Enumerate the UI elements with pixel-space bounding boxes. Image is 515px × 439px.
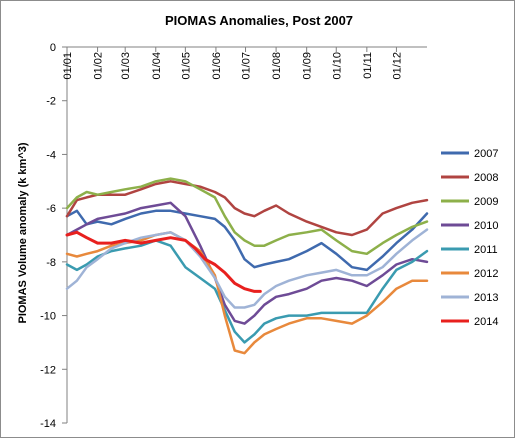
series-line-2009 <box>65 177 429 256</box>
series-line-2013 <box>65 228 429 309</box>
legend-label-2007: 2007 <box>474 148 498 160</box>
plot-lines <box>65 177 429 355</box>
chart-title: PIOMAS Anomalies, Post 2007 <box>165 13 353 28</box>
legend-label-2014: 2014 <box>474 316 498 328</box>
x-tick-label: 01/02 <box>93 52 105 80</box>
legend-label-2012: 2012 <box>474 268 498 280</box>
axes: 0 -2 -4 -6 -8 -10 -12 -14 01/01 01/02 01/03 01/04 01… <box>40 42 427 430</box>
series-line-2012 <box>65 231 429 355</box>
y-tick-label: -12 <box>40 364 56 376</box>
y-tick-label: 0 <box>50 42 56 54</box>
y-tick-label: -14 <box>40 418 56 430</box>
legend-label-2013: 2013 <box>474 292 498 304</box>
x-tick-label: 01/01 <box>62 52 74 80</box>
series-line-2014 <box>65 230 262 293</box>
y-tick-label: -10 <box>40 311 56 323</box>
legend-label-2008: 2008 <box>474 172 498 184</box>
y-tick-label: -4 <box>46 149 56 161</box>
x-tick-label: 01/06 <box>211 52 223 80</box>
series-line-2011 <box>65 239 429 344</box>
legend-label-2011: 2011 <box>474 244 498 256</box>
legend-label-2009: 2009 <box>474 196 498 208</box>
x-tick-label: 01/11 <box>362 52 374 79</box>
legend: 2007 2008 2009 2010 2011 2012 2013 2014 <box>441 148 498 328</box>
y-tick-label: -6 <box>46 203 56 215</box>
y-axis-label: PIOMAS Volume anomaly (k km^3) <box>17 142 29 323</box>
x-tick-label: 01/05 <box>180 52 192 80</box>
x-tick-label: 01/03 <box>120 52 132 80</box>
y-tick-label: -8 <box>46 257 56 269</box>
x-tick-label: 01/10 <box>331 52 343 80</box>
legend-label-2010: 2010 <box>474 220 498 232</box>
series-line-2010 <box>65 201 429 325</box>
x-tick-label: 01/12 <box>391 52 403 80</box>
x-tick-label: 01/09 <box>302 52 314 80</box>
x-tick-label: 01/07 <box>241 52 253 80</box>
series-line-2007 <box>65 209 429 272</box>
y-tick-label: -2 <box>46 96 56 108</box>
x-tick-label: 01/04 <box>151 52 163 80</box>
x-tick-label: 01/08 <box>271 52 283 80</box>
series-line-2008 <box>65 180 429 237</box>
